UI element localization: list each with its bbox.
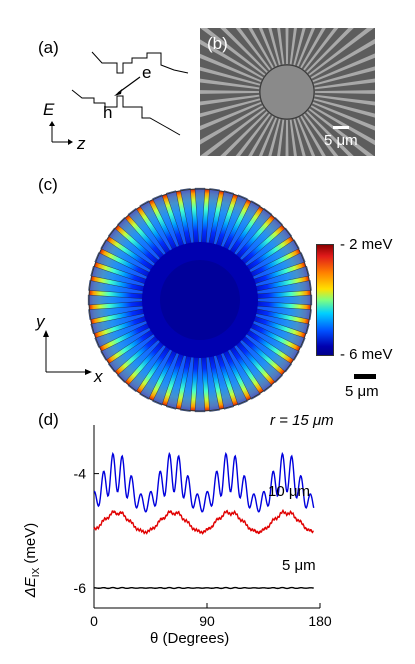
- sem-electrode: [308, 28, 375, 76]
- sem-electrode: [277, 28, 285, 65]
- sem-electrode: [200, 66, 261, 86]
- sem-electrode: [314, 90, 375, 94]
- panel-d-label: (d): [38, 410, 59, 429]
- series-line: [93, 451, 315, 513]
- sem-electrode: [277, 119, 285, 156]
- curve-label-10um: 10 μm: [268, 483, 310, 500]
- sem-electrode: [200, 101, 262, 131]
- energy-map: [87, 187, 313, 413]
- sem-electrode: [248, 115, 274, 156]
- sem-electrode: [289, 28, 297, 65]
- valence-band: [71, 89, 181, 136]
- sem-electrode: [200, 105, 264, 145]
- sem-electrode: [200, 98, 261, 118]
- series-line: [93, 508, 314, 535]
- sem-electrode: [235, 113, 271, 156]
- sem-electrode: [235, 28, 271, 71]
- sem-electrode: [313, 66, 375, 86]
- sem-electrode: [293, 28, 306, 66]
- y-axis-title: ΔEIX (meV): [22, 505, 42, 615]
- sem-electrode: [306, 111, 354, 156]
- sem-electrode: [200, 28, 266, 76]
- energy-axis-label: E: [43, 100, 55, 119]
- panel-b-scalebar: [333, 126, 349, 129]
- sem-electrode: [200, 78, 260, 90]
- x-axis-label-c: x: [94, 367, 103, 386]
- panel-b-label: (b): [207, 34, 228, 53]
- sem-micrograph: [200, 28, 375, 156]
- sem-electrode: [220, 28, 268, 73]
- x-tick-label: 180: [308, 613, 332, 629]
- hole-label: h: [103, 103, 113, 122]
- y-axis-title-unit: (meV): [22, 522, 39, 568]
- sem-electrode: [268, 118, 281, 156]
- curve-label-5um: 5 μm: [282, 557, 316, 574]
- sem-electrode: [303, 113, 339, 156]
- sem-electrode: [303, 28, 339, 71]
- x-tick-label: 90: [199, 613, 215, 629]
- panel-c-scalebar: [354, 374, 376, 379]
- sem-electrode: [308, 108, 375, 156]
- sem-electrode: [300, 28, 326, 69]
- sem-electrode: [220, 111, 268, 156]
- sem-electrode: [285, 119, 289, 156]
- sem-electrode: [258, 117, 278, 156]
- y-tick-label: -6: [74, 580, 87, 596]
- panel-c-label: (c): [38, 175, 58, 194]
- sem-electrode: [312, 101, 375, 131]
- colorbar: [316, 244, 334, 356]
- x-tick-label: 0: [90, 613, 98, 629]
- sem-electrode: [289, 119, 297, 156]
- sem-electrode: [314, 78, 375, 90]
- colorbar-top-label: - 2 meV: [340, 236, 393, 253]
- sem-electrode: [313, 98, 375, 118]
- conduction-band: [91, 51, 189, 74]
- sem-electrode: [293, 118, 306, 156]
- sem-electrode: [296, 28, 316, 67]
- sem-electrode: [285, 28, 289, 65]
- sem-electrode: [306, 28, 354, 73]
- y-axis-title-sub: IX: [31, 567, 42, 578]
- sem-electrode: [310, 38, 375, 79]
- x-axis-title: θ (Degrees): [150, 630, 230, 647]
- sem-electrode: [314, 94, 375, 106]
- xy-axes: [43, 330, 92, 375]
- sem-electrode: [200, 90, 260, 94]
- sem-electrode: [312, 53, 375, 83]
- sem-electrode: [300, 115, 326, 156]
- band-diagram: [71, 51, 189, 136]
- sem-electrode: [258, 28, 278, 67]
- electron-label: e: [142, 63, 152, 82]
- sem-electrode: [200, 39, 264, 79]
- sem-electrode: [200, 53, 262, 83]
- energy-z-axes: [49, 121, 73, 145]
- sem-electrode: [200, 108, 266, 156]
- y-axis-title-main: ΔE: [22, 577, 39, 598]
- panel-a-label: (a): [38, 38, 59, 57]
- panel-c-scalebar-text: 5 μm: [345, 383, 379, 400]
- panel-b-scalebar-text: 5 μm: [324, 132, 358, 149]
- sem-electrode: [310, 105, 375, 146]
- colorbar-bottom-label: - 6 meV: [340, 346, 393, 363]
- y-axis-label-c: y: [36, 312, 45, 331]
- z-axis-label: z: [77, 134, 86, 153]
- series-line: [93, 586, 314, 590]
- y-tick-label: -4: [74, 466, 87, 482]
- line-chart: 0 90 180 -4 -6: [74, 425, 332, 629]
- sem-electrode: [248, 28, 274, 69]
- sem-electrode: [268, 28, 281, 66]
- sem-electrode: [296, 117, 316, 156]
- sem-electrode: [200, 94, 260, 106]
- curve-label-15um: r = 15 μm: [270, 412, 334, 429]
